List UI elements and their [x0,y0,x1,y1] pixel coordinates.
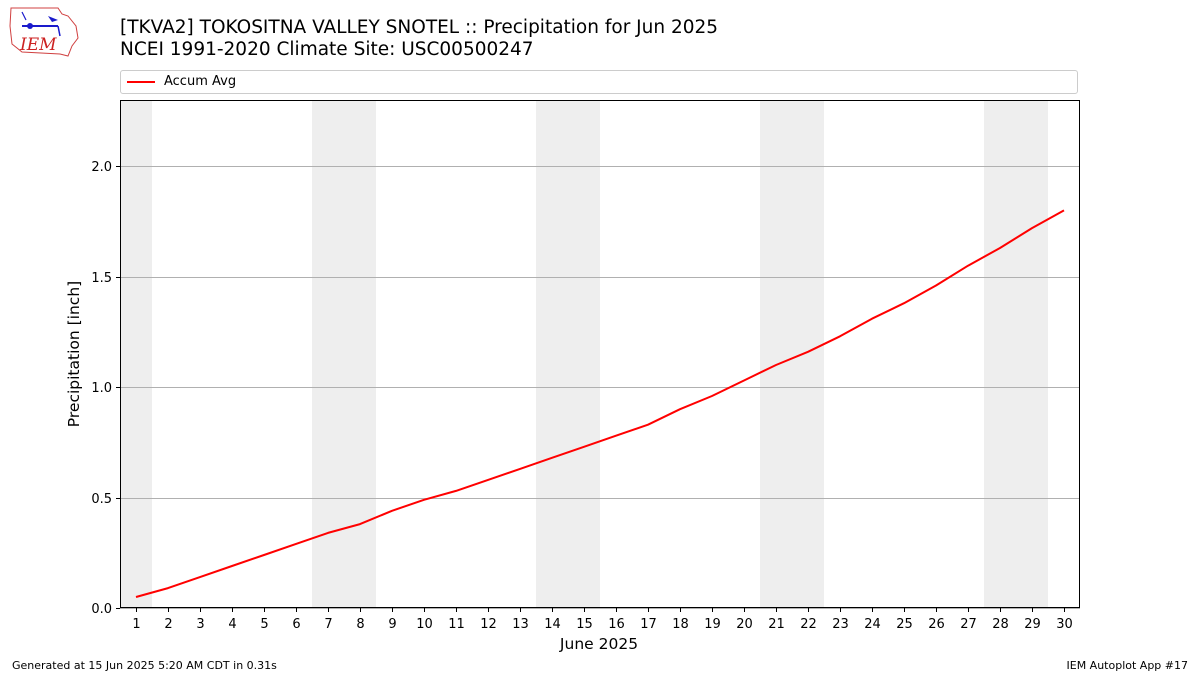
footer-generated: Generated at 15 Jun 2025 5:20 AM CDT in … [12,659,277,672]
y-tick-label: 2.0 [91,160,112,175]
logo-text: IEM [19,35,57,55]
x-tick-label: 21 [768,617,785,632]
x-tick-label: 12 [480,617,497,632]
weekend-band [792,100,824,608]
y-tick-label: 1.5 [91,271,112,286]
chart-subtitle: NCEI 1991-2020 Climate Site: USC00500247 [120,39,534,60]
x-tick-label: 14 [544,617,561,632]
x-axis-label: June 2025 [559,635,638,653]
x-tick-label: 10 [416,617,433,632]
legend-line-swatch [127,81,155,83]
y-tick-label: 0.0 [91,602,112,617]
x-tick-label: 2 [164,617,172,632]
x-tick-label: 17 [640,617,657,632]
x-tick-label: 16 [608,617,625,632]
y-axis-label: Precipitation [inch] [65,281,83,427]
x-tick-label: 22 [800,617,817,632]
x-tick-label: 9 [388,617,396,632]
x-tick-label: 24 [864,617,881,632]
plot-frame [120,100,1080,608]
x-tick-label: 18 [672,617,689,632]
x-tick-label: 13 [512,617,529,632]
x-tick-label: 8 [356,617,364,632]
x-tick-label: 19 [704,617,721,632]
x-tick-label: 11 [448,617,465,632]
x-tick-label: 30 [1056,617,1073,632]
x-tick-label: 5 [260,617,268,632]
weekend-band [312,100,344,608]
weekend-band [760,100,792,608]
weekend-band [568,100,600,608]
chart-title: [TKVA2] TOKOSITNA VALLEY SNOTEL :: Preci… [120,17,719,38]
x-tick-label: 27 [960,617,977,632]
x-tick-label: 26 [928,617,945,632]
weekend-band [1016,100,1048,608]
weekend-band [344,100,376,608]
x-tick-label: 7 [324,617,332,632]
chart-legend: Accum Avg [120,70,1078,94]
x-tick-label: 3 [196,617,204,632]
weekend-band [120,100,152,608]
iem-logo: IEM [9,7,79,57]
series-line-accum-avg [135,209,1065,598]
x-tick-label: 6 [292,617,300,632]
x-tick-label: 15 [576,617,593,632]
x-tick-label: 1 [132,617,140,632]
x-tick-label: 20 [736,617,753,632]
legend-label-accum-avg: Accum Avg [164,74,237,89]
x-tick-label: 23 [832,617,849,632]
weekend-band [984,100,1016,608]
y-tick-label: 0.5 [91,492,112,507]
x-tick-label: 28 [992,617,1009,632]
x-tick-label: 25 [896,617,913,632]
x-tick-label: 29 [1024,617,1041,632]
footer-app: IEM Autoplot App #17 [1066,659,1189,672]
weekend-band [536,100,568,608]
x-tick-label: 4 [228,617,236,632]
y-tick-label: 1.0 [91,381,112,396]
